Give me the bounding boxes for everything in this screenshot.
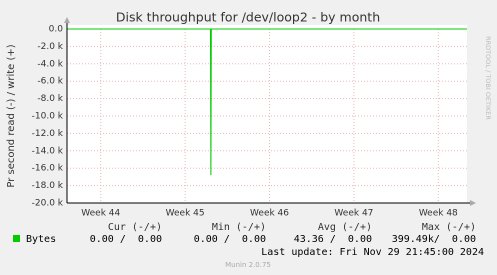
x-arrow	[470, 200, 476, 206]
y-tick-label: -20.0 k	[32, 199, 64, 209]
x-tick-label: Week 48	[419, 209, 458, 219]
y-tick-label: -4.0 k	[37, 59, 63, 69]
y-tick-label: -6.0 k	[37, 77, 63, 87]
legend-value: 0.00 / 0.00	[194, 234, 266, 245]
y-arrow	[64, 17, 70, 23]
plot-area	[67, 25, 467, 203]
y-tick-label: 0.0	[49, 25, 64, 35]
x-tick-label: Week 45	[166, 209, 205, 219]
y-axis-label: Pr second read (-) / write (+)	[6, 44, 17, 187]
legend: Cur (-/+) Min (-/+) Avg (-/+) Max (-/+) Byte…	[13, 222, 484, 269]
y-tick-label: -16.0 k	[32, 164, 64, 174]
legend-label: Bytes	[26, 234, 56, 245]
y-tick-label: -18.0 k	[32, 181, 64, 191]
legend-header: Cur (-/+)	[108, 222, 162, 233]
legend-header: Min (-/+)	[212, 222, 266, 233]
side-label: RRDTOOL / TOBI OETIKER	[484, 36, 492, 120]
y-tick-label: -2.0 k	[37, 42, 63, 52]
legend-value: 399.49k/ 0.00	[392, 234, 476, 245]
footer: Munin 2.0.75	[225, 261, 271, 269]
y-tick-label: -8.0 k	[37, 94, 63, 104]
x-tick-label: Week 47	[334, 209, 373, 219]
legend-value: 0.00 / 0.00	[90, 234, 162, 245]
marks	[67, 28, 467, 176]
y-tick-label: -14.0 k	[32, 146, 64, 156]
legend-header: Avg (-/+)	[318, 222, 372, 233]
legend-value: 43.36 / 0.00	[294, 234, 372, 245]
line	[67, 28, 467, 176]
x-tick-label: Week 46	[250, 209, 289, 219]
y-tick-label: -12.0 k	[32, 129, 64, 139]
last-update: Last update: Fri Nov 29 21:45:00 2024	[261, 247, 484, 258]
legend-header: Max (-/+)	[422, 222, 476, 233]
legend-swatch	[13, 235, 20, 242]
chart-title: Disk throughput for /dev/loop2 - by mont…	[116, 10, 380, 25]
y-tick-label: -10.0 k	[32, 112, 64, 122]
x-tick-label: Week 44	[81, 209, 120, 219]
